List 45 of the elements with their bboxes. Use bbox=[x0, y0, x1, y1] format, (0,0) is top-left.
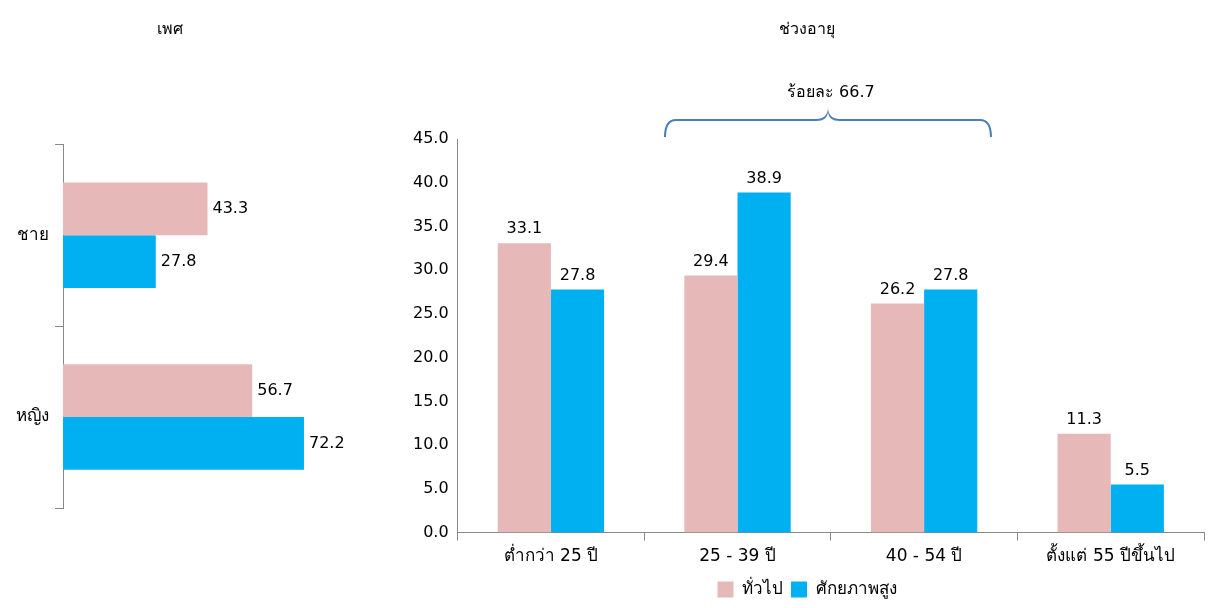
bar bbox=[870, 303, 925, 533]
y-tick-label: หญิง bbox=[16, 405, 49, 426]
data-label: 29.4 bbox=[693, 250, 729, 270]
data-label: 11.3 bbox=[1066, 408, 1102, 428]
bar bbox=[550, 289, 605, 533]
data-label: 72.2 bbox=[308, 432, 345, 452]
data-label: 27.8 bbox=[932, 264, 969, 284]
y-tick-label: 45.0 bbox=[413, 128, 449, 148]
bar bbox=[924, 289, 978, 533]
x-tick-label: 40 - 54 ปี bbox=[885, 545, 963, 566]
y-tick-label: 15.0 bbox=[413, 390, 449, 410]
legend-label: ทั่วไป bbox=[742, 575, 783, 598]
bar bbox=[737, 192, 791, 533]
legend-label: ศักยภาพสูง bbox=[815, 577, 897, 599]
text: ร้อยละ 66.7 bbox=[786, 82, 875, 102]
data-label: 33.1 bbox=[506, 218, 543, 238]
data-label: 26.2 bbox=[879, 278, 916, 298]
data-label: 5.5 bbox=[1124, 459, 1151, 479]
data-label: 56.7 bbox=[257, 379, 293, 399]
y-tick-label: ชาย bbox=[17, 223, 49, 244]
chart-title: เพศ bbox=[157, 18, 183, 38]
data-label: 38.9 bbox=[746, 167, 782, 187]
bar bbox=[63, 182, 208, 236]
bar bbox=[497, 243, 551, 533]
x-tick-label: ต่ำกว่า 25 ปี bbox=[503, 543, 599, 566]
x-tick-label: 25 - 39 ปี bbox=[699, 545, 776, 566]
x-tick-label: ตั้งแต่ 55 ปีขึ้นไป bbox=[1046, 543, 1175, 566]
y-tick-label: 25.0 bbox=[413, 303, 449, 323]
y-tick-label: 40.0 bbox=[413, 172, 449, 192]
data-label: 27.8 bbox=[559, 264, 596, 284]
y-tick-label: 20.0 bbox=[413, 346, 449, 366]
data-label: 43.3 bbox=[212, 197, 249, 217]
data-label: 27.8 bbox=[160, 250, 197, 270]
y-tick-label: 0.0 bbox=[423, 521, 449, 541]
chart-title: ช่วงอายุ bbox=[779, 18, 835, 39]
y-tick-label: 35.0 bbox=[413, 215, 449, 235]
bar bbox=[63, 364, 253, 418]
y-tick-label: 10.0 bbox=[413, 434, 449, 454]
bar bbox=[63, 235, 156, 288]
y-tick-label: 5.0 bbox=[423, 478, 449, 498]
bar bbox=[63, 417, 304, 470]
bar bbox=[684, 275, 738, 533]
y-tick-label: 30.0 bbox=[413, 259, 449, 279]
bar bbox=[1110, 484, 1164, 533]
bar bbox=[1057, 433, 1111, 533]
